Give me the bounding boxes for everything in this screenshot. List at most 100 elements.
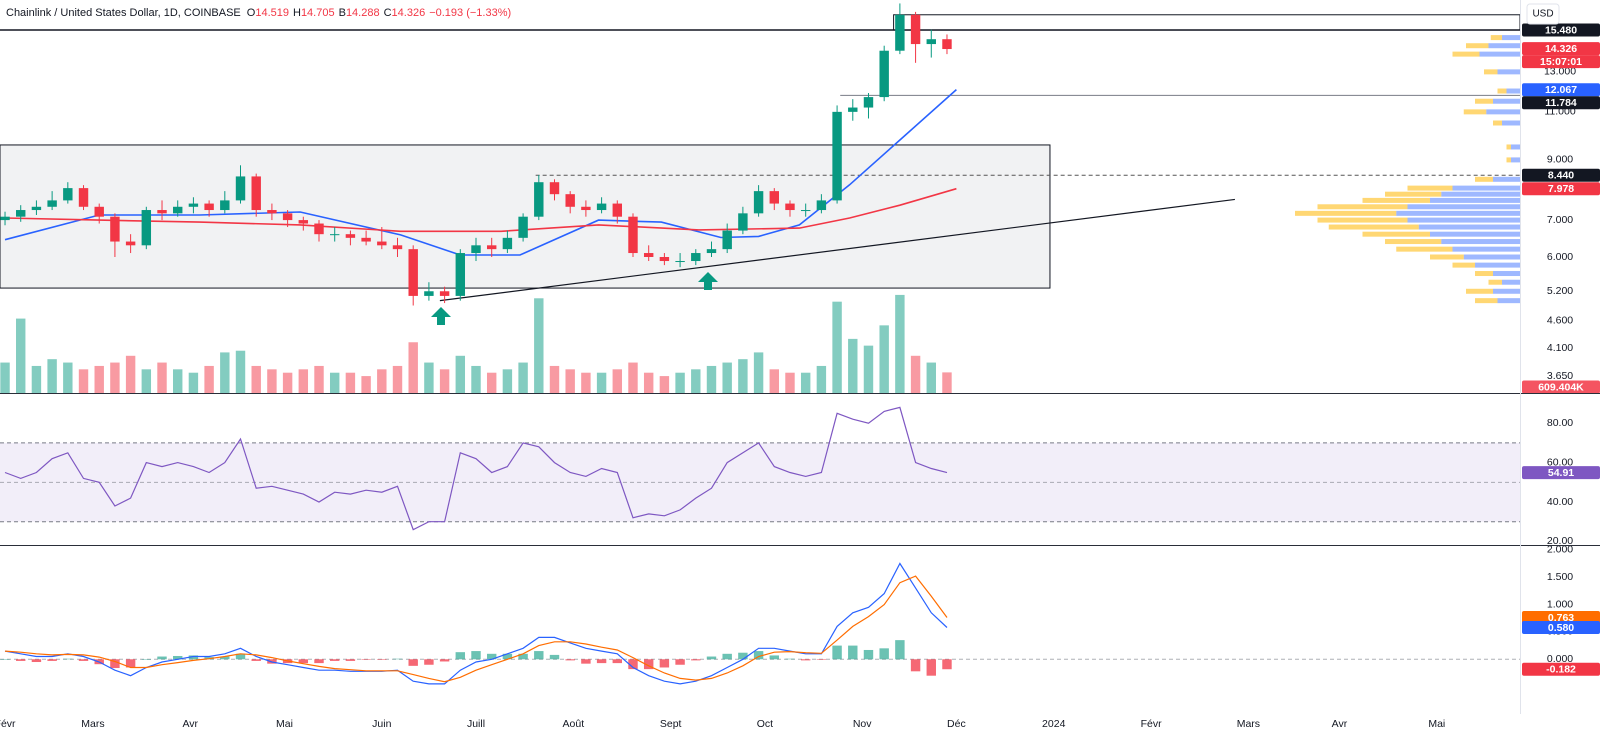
macd-tag: 0.580: [1548, 622, 1574, 634]
volume-bar: [659, 376, 670, 393]
volume-bar: [738, 359, 748, 393]
macd-histogram: [392, 658, 403, 660]
volume-bar: [188, 372, 199, 393]
candle-body: [863, 97, 874, 108]
profile-down: [1452, 262, 1475, 268]
volume-bar: [832, 301, 842, 393]
macd-histogram: [110, 659, 120, 669]
profile-down: [1497, 88, 1507, 94]
profile-down: [1328, 224, 1419, 230]
volume-bar: [785, 372, 795, 393]
macd-histogram: [706, 656, 717, 660]
volume-bar: [675, 372, 685, 393]
profile-up: [1430, 197, 1520, 203]
x-tick-label: Nov: [853, 718, 872, 730]
profile-up: [1452, 185, 1520, 191]
candle-body: [769, 191, 779, 204]
candle-body: [267, 210, 277, 214]
profile-up: [1497, 298, 1520, 304]
candle-body: [753, 191, 764, 214]
volume-bar: [408, 342, 418, 393]
y-tick-label: 7.000: [1547, 214, 1573, 226]
candle-body: [738, 213, 748, 231]
macd-histogram: [785, 658, 795, 660]
volume-bar: [94, 365, 104, 393]
y-tick-label: 6.000: [1547, 251, 1573, 263]
moving-average: [4, 187, 957, 233]
macd-histogram: [439, 659, 450, 662]
candle-body: [251, 176, 261, 211]
plot-area: [0, 3, 1520, 685]
candle-body: [439, 291, 450, 296]
volume-bar: [565, 369, 575, 393]
profile-down: [1452, 51, 1480, 57]
currency[interactable]: USD: [1532, 9, 1553, 20]
x-tick-label: Sept: [660, 718, 682, 730]
macd-histogram: [157, 656, 167, 660]
profile-down: [1317, 217, 1408, 223]
profile-up: [1452, 246, 1520, 252]
candle-body: [659, 256, 670, 262]
macd-histogram: [408, 659, 418, 666]
profile-down: [1430, 254, 1464, 260]
macd-histogram: [329, 659, 340, 661]
volume-bar: [753, 352, 764, 393]
candle-body: [706, 249, 717, 254]
candle-body: [314, 223, 324, 235]
rsi-tick-label: 40.00: [1547, 496, 1573, 508]
macd-histogram: [800, 659, 811, 661]
profile-up: [1475, 262, 1520, 268]
volume-bar: [63, 362, 73, 393]
volume-bar: [502, 369, 513, 393]
volume-bar: [879, 325, 889, 393]
profile-down: [1493, 120, 1502, 126]
volume-bar: [863, 345, 874, 393]
volume-bar: [926, 362, 936, 393]
macd-histogram: [675, 659, 685, 665]
y-tick-label: 5.200: [1547, 285, 1573, 297]
y-tick-label: 4.600: [1547, 314, 1573, 326]
volume-bar: [596, 372, 607, 393]
header-bg: [0, 4, 480, 22]
volume-tag: 609.404K: [1538, 381, 1584, 393]
candle-body: [0, 216, 10, 221]
profile-down: [1506, 157, 1511, 163]
ohlc-key: B: [339, 7, 346, 19]
price-axis: 13.00011.0009.0007.0006.0005.2004.6004.1…: [1522, 23, 1600, 676]
x-tick-label: Avr: [1332, 718, 1348, 730]
volume-bar: [722, 362, 732, 393]
volume-bar: [628, 362, 638, 393]
candle-body: [361, 237, 371, 242]
x-tick-label: Avr: [182, 718, 198, 730]
candle-body: [549, 182, 560, 195]
price-tag-bg: [1522, 168, 1600, 182]
macd-histogram: [612, 659, 623, 664]
macd-histogram: [848, 645, 858, 660]
candle-body: [675, 261, 685, 263]
volume-bar: [16, 318, 26, 393]
candle-body: [204, 203, 214, 211]
macd-histogram: [361, 659, 371, 660]
candle-body: [832, 111, 842, 201]
macd-histogram: [63, 658, 73, 660]
profile-down: [1362, 231, 1430, 237]
profile-down: [1475, 298, 1498, 304]
candle-body: [329, 234, 340, 236]
price-tag-bg: [1522, 42, 1600, 56]
price-tag-bg: [1522, 83, 1600, 97]
macd-histogram: [298, 659, 309, 664]
macd-histogram: [942, 659, 952, 670]
candle-body: [942, 39, 952, 50]
profile-down: [1317, 204, 1408, 210]
profile-down: [1475, 176, 1493, 182]
macd-histogram: [16, 659, 26, 661]
ohlc-key: O: [247, 7, 256, 19]
volume-bar: [173, 369, 183, 393]
profile-up: [1511, 144, 1520, 150]
currency-button[interactable]: [1526, 3, 1560, 25]
volume-bar: [47, 359, 57, 393]
price-tag: 11.784: [1545, 97, 1577, 109]
ohlc-value: 14.288: [346, 7, 380, 19]
volume-bar: [942, 372, 952, 393]
